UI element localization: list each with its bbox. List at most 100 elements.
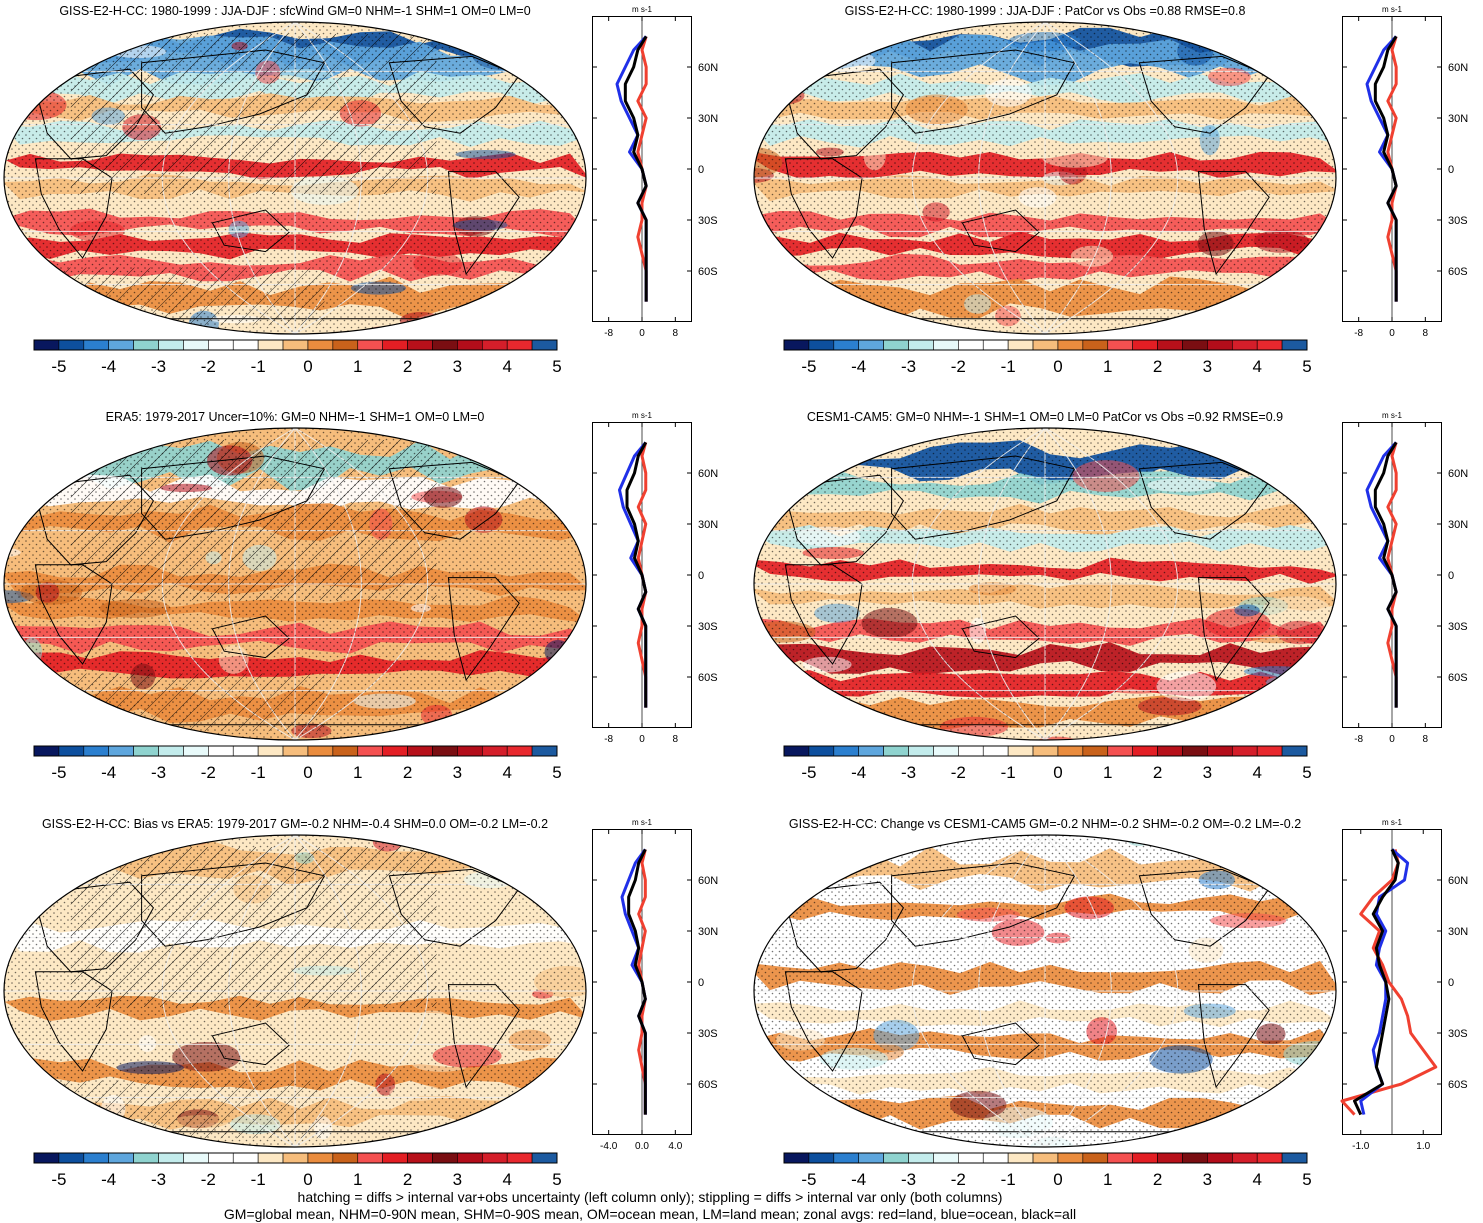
colorbar-swatch xyxy=(407,1152,433,1164)
colorbar-tick: -5 xyxy=(801,357,816,376)
colorbar-swatch xyxy=(282,745,309,757)
colorbar-tick: 3 xyxy=(1203,357,1212,376)
map-outline xyxy=(753,834,1337,1148)
zonal-mean-plot: 60N 30N 0 30S 60S -8 0 8 m s-1 xyxy=(1342,411,1468,745)
colorbar-tick: -4 xyxy=(101,357,116,376)
colorbar-swatch xyxy=(783,339,810,351)
colorbar: -5 -4 -3 -2 -1 0 1 2 3 4 5 xyxy=(783,745,1312,782)
colorbar-swatch xyxy=(1256,745,1283,757)
colorbar-swatch xyxy=(432,745,458,757)
colorbar-swatch xyxy=(883,745,909,757)
colorbar-swatch xyxy=(982,745,1009,757)
colorbar-swatch xyxy=(1107,339,1133,351)
zonal-y-tick: 30N xyxy=(1448,926,1468,938)
figure-panel: GISS-E2-H-CC: Bias vs ERA5: 1979-2017 GM… xyxy=(0,813,735,1213)
colorbar-tick: 5 xyxy=(552,1170,561,1189)
zonal-y-tick: 30S xyxy=(698,621,718,633)
colorbar-tick: 4 xyxy=(502,763,511,782)
colorbar-swatch xyxy=(1007,1152,1034,1164)
colorbar-swatch xyxy=(232,745,259,757)
map-field xyxy=(4,835,586,1147)
colorbar-tick: -4 xyxy=(101,1170,116,1189)
colorbar-swatch xyxy=(1231,1152,1258,1164)
colorbar: -5 -4 -3 -2 -1 0 1 2 3 4 5 xyxy=(783,1152,1312,1189)
colorbar-swatch xyxy=(531,339,558,351)
colorbar-swatch xyxy=(457,1152,483,1164)
colorbar-tick: 2 xyxy=(403,1170,412,1189)
zonal-mean-plot: 60N 30N 0 30S 60S -1.0 1.0 m s-1 xyxy=(1340,818,1468,1152)
colorbar-swatch xyxy=(908,745,934,757)
colorbar-tick: 0 xyxy=(303,357,312,376)
zonal-y-tick: 60S xyxy=(1448,1079,1468,1091)
zonal-x-tick: -8 xyxy=(604,734,613,745)
colorbar-tick: 2 xyxy=(1153,763,1162,782)
colorbar-tick: 5 xyxy=(1302,1170,1311,1189)
zonal-y-tick: 60S xyxy=(698,1079,718,1091)
colorbar-swatch xyxy=(58,1152,85,1164)
zonal-y-tick: 30N xyxy=(1448,519,1468,531)
colorbar-swatch xyxy=(506,1152,533,1164)
colorbar-tick: -3 xyxy=(901,357,916,376)
colorbar-swatch xyxy=(1182,339,1208,351)
zonal-x-tick: 8 xyxy=(1423,734,1429,745)
map-field xyxy=(4,22,586,334)
zonal-x-tick: 1.0 xyxy=(1416,1141,1430,1152)
map-outline xyxy=(3,427,587,741)
colorbar-swatch xyxy=(357,1152,383,1164)
zonal-y-tick: 60S xyxy=(1448,672,1468,684)
zonal-x-tick: -8 xyxy=(1354,734,1363,745)
colorbar-swatch xyxy=(481,1152,508,1164)
colorbar-tick: 4 xyxy=(502,1170,511,1189)
colorbar-swatch xyxy=(158,339,184,351)
colorbar-tick: 3 xyxy=(1203,763,1212,782)
colorbar-swatch xyxy=(1207,1152,1233,1164)
world-map xyxy=(3,427,587,741)
colorbar-tick: -2 xyxy=(201,763,216,782)
zonal-x-tick: 0 xyxy=(1389,734,1395,745)
colorbar-swatch xyxy=(958,1152,984,1164)
colorbar-swatch xyxy=(332,745,359,757)
colorbar-swatch xyxy=(407,339,433,351)
colorbar-swatch xyxy=(457,745,483,757)
colorbar-tick: 4 xyxy=(502,357,511,376)
colorbar-swatch xyxy=(933,745,959,757)
colorbar-swatch xyxy=(833,745,860,757)
zonal-y-tick: 60S xyxy=(698,266,718,278)
colorbar-swatch xyxy=(1032,745,1059,757)
colorbar-tick: -5 xyxy=(51,1170,66,1189)
zonal-all-line xyxy=(625,441,648,708)
colorbar-tick: 5 xyxy=(552,357,561,376)
colorbar-swatch xyxy=(108,339,134,351)
colorbar-swatch xyxy=(382,745,408,757)
colorbar-swatch xyxy=(158,745,184,757)
zonal-y-tick: 30S xyxy=(1448,1028,1468,1040)
colorbar-swatch xyxy=(808,339,835,351)
colorbar-swatch xyxy=(33,745,60,757)
colorbar-swatch xyxy=(883,1152,909,1164)
panel-title: GISS-E2-H-CC: Bias vs ERA5: 1979-2017 GM… xyxy=(41,817,549,831)
colorbar-swatch xyxy=(357,339,383,351)
colorbar-tick: -4 xyxy=(851,357,866,376)
colorbar-swatch xyxy=(133,1152,159,1164)
zonal-y-tick: 30S xyxy=(1448,215,1468,227)
zonal-x-tick: 0 xyxy=(639,734,645,745)
colorbar-swatch xyxy=(357,745,383,757)
colorbar-swatch xyxy=(933,339,959,351)
colorbar-tick: -1 xyxy=(251,763,266,782)
colorbar-swatch xyxy=(282,1152,309,1164)
zonal-unit: m s-1 xyxy=(632,5,653,14)
colorbar-tick: 5 xyxy=(1302,763,1311,782)
world-map xyxy=(753,834,1337,1148)
colorbar-swatch xyxy=(1256,1152,1283,1164)
colorbar-swatch xyxy=(833,339,860,351)
zonal-y-tick: 0 xyxy=(1448,570,1454,582)
zonal-y-tick: 60N xyxy=(1448,62,1468,74)
panel-title: GISS-E2-H-CC: 1980-1999 : JJA-DJF : sfcW… xyxy=(59,4,531,18)
colorbar-tick: -1 xyxy=(251,1170,266,1189)
footer-line-2: GM=global mean, NHM=0-90N mean, SHM=0-90… xyxy=(223,1206,1077,1222)
figure-panel: GISS-E2-H-CC: Change vs CESM1-CAM5 GM=-0… xyxy=(750,813,1483,1213)
colorbar-swatch xyxy=(1107,1152,1133,1164)
colorbar-tick: 2 xyxy=(403,357,412,376)
colorbar-swatch xyxy=(232,1152,259,1164)
zonal-x-tick: -8 xyxy=(1354,328,1363,339)
